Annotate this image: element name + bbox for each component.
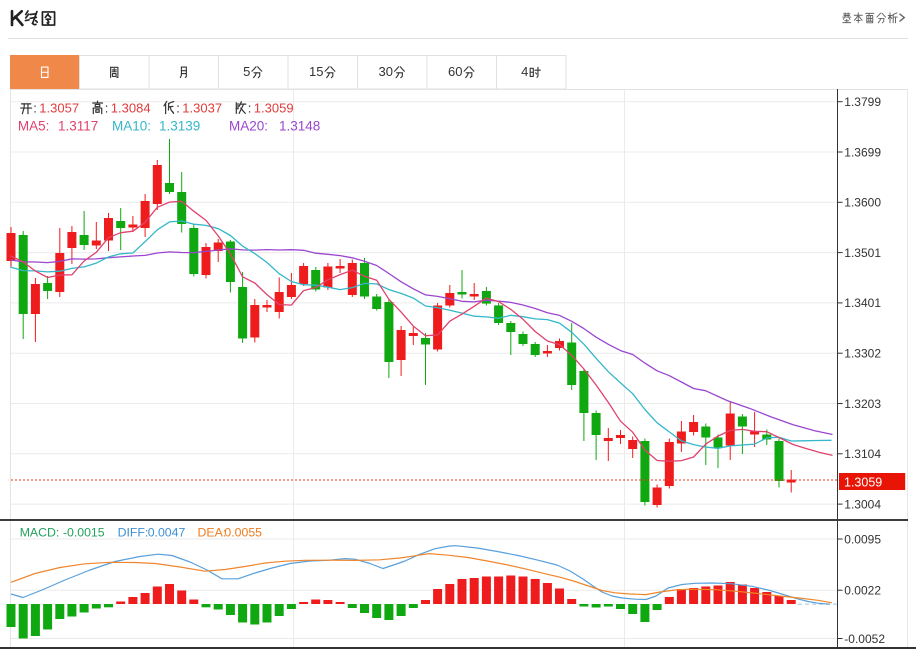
svg-text:1.3799: 1.3799: [844, 95, 881, 109]
svg-text:5: 5: [316, 64, 323, 79]
svg-text:1.3699: 1.3699: [844, 145, 881, 159]
svg-text:0.0095: 0.0095: [844, 532, 881, 546]
svg-text:0: 0: [455, 64, 462, 79]
svg-text:1.3600: 1.3600: [844, 196, 881, 210]
svg-text:4: 4: [521, 64, 528, 79]
svg-text:6: 6: [448, 64, 455, 79]
svg-text:MA10:: MA10:: [112, 119, 151, 134]
svg-text:1.3004: 1.3004: [844, 497, 881, 511]
svg-text:1.3104: 1.3104: [844, 447, 881, 461]
svg-text:-0.0052: -0.0052: [844, 632, 885, 646]
svg-text:1.3084: 1.3084: [111, 101, 151, 116]
svg-text:0.0047: 0.0047: [148, 526, 186, 540]
svg-text:1.3139: 1.3139: [159, 119, 200, 134]
svg-text:3: 3: [379, 64, 386, 79]
svg-text:MA5:: MA5:: [18, 119, 50, 134]
svg-text:1.3203: 1.3203: [844, 397, 881, 411]
svg-text:MACD:: MACD:: [20, 526, 60, 540]
svg-text:DEA:: DEA:: [198, 526, 227, 540]
svg-text:-0.0015: -0.0015: [63, 526, 105, 540]
svg-text:1: 1: [309, 64, 316, 79]
svg-text:1.3117: 1.3117: [58, 119, 98, 134]
svg-text:1.3401: 1.3401: [844, 296, 881, 310]
svg-text:0.0055: 0.0055: [224, 526, 262, 540]
svg-text:MA20:: MA20:: [229, 119, 268, 134]
svg-text:1.3501: 1.3501: [844, 246, 881, 260]
svg-text::: :: [176, 101, 180, 116]
svg-text:1.3148: 1.3148: [279, 119, 320, 134]
svg-text:1.3059: 1.3059: [254, 101, 294, 116]
svg-text:5: 5: [243, 64, 250, 79]
svg-text:1.3059: 1.3059: [844, 476, 882, 490]
svg-text:1.3037: 1.3037: [182, 101, 222, 116]
svg-text:1.3057: 1.3057: [39, 101, 79, 116]
svg-text:0.0022: 0.0022: [844, 584, 881, 598]
svg-text::: :: [33, 101, 37, 116]
svg-text:0: 0: [386, 64, 393, 79]
svg-text::: :: [105, 101, 109, 116]
svg-text:DIFF:: DIFF:: [118, 526, 149, 540]
svg-text:1.3302: 1.3302: [844, 347, 881, 361]
svg-text::: :: [248, 101, 252, 116]
